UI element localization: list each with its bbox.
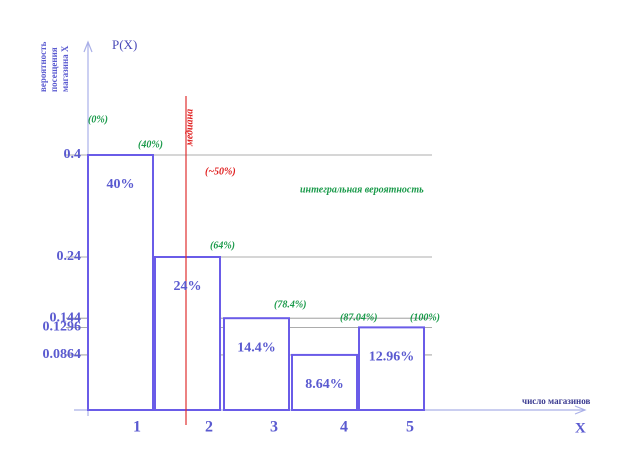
cumulative-label: (78.4%) [274, 299, 307, 310]
bars [87, 154, 425, 412]
bar [358, 326, 425, 412]
value-label: 40% [107, 177, 135, 192]
x-tick-label: 5 [406, 419, 414, 436]
y-label-line: посещения [49, 47, 59, 92]
y-tick-label: 0.0864 [43, 347, 82, 362]
cumulative-label: (87.04%) [340, 312, 378, 323]
cumulative-label: (100%) [410, 312, 440, 323]
y-tick-label: 0.1296 [43, 320, 82, 335]
y-axis-title: P(X) [112, 37, 137, 52]
x-tick-label: 2 [205, 419, 213, 436]
y-label-line: магазина X [60, 45, 70, 92]
bar [87, 154, 154, 411]
value-label: 14.4% [237, 340, 276, 355]
x-label: число магазинов [522, 396, 590, 406]
value-label: 24% [174, 279, 202, 294]
value-label: 12.96% [369, 350, 415, 365]
bar [154, 256, 221, 411]
cumulative-label: (64%) [210, 240, 235, 251]
median-value-label: (~50%) [205, 166, 236, 177]
cumulative-label: (40%) [138, 139, 163, 150]
x-tick-label: 4 [340, 419, 348, 436]
bar [223, 317, 290, 412]
x-tick-label: 3 [270, 419, 278, 436]
bar [291, 353, 358, 412]
x-tick-label: 1 [133, 419, 141, 436]
y-tick-label: 0.144 [50, 310, 82, 325]
median-label: медиана [184, 109, 195, 147]
y-tick-label: 0.4 [64, 147, 82, 162]
x-axis-title: X [575, 420, 586, 436]
value-label: 8.64% [305, 377, 344, 392]
y-label: вероятность посещения магазина X [38, 41, 70, 92]
cumulative-title: интегральная вероятность [300, 184, 424, 195]
y-tick-label: 0.24 [57, 249, 82, 264]
cumulative-label: (0%) [88, 114, 108, 125]
y-label-line: вероятность [38, 41, 48, 92]
